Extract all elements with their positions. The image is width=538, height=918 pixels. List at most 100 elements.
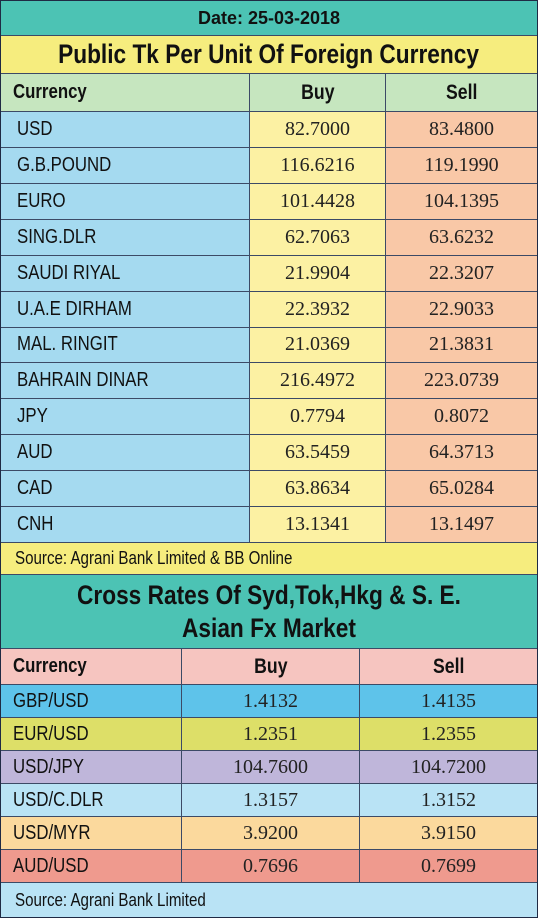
table2-row: GBP/USD 1.4132 1.4135 <box>1 685 537 718</box>
table1-col-sell-header: Sell <box>385 74 537 111</box>
table1-row: G.B.POUND 116.6216 119.1990 <box>1 147 537 184</box>
table2-title-bar: Cross Rates Of Syd,Tok,Hkg & S. E. Asian… <box>1 575 537 649</box>
buy-value: 63.8634 <box>285 477 350 500</box>
table1-row: EURO 101.4428 104.1395 <box>1 183 537 220</box>
currency-name: CNH <box>17 513 54 536</box>
currency-name: AUD <box>17 441 53 464</box>
table2-header-row: Currency Buy Sell <box>1 649 537 685</box>
table1-cell-currency: U.A.E DIRHAM <box>1 291 249 327</box>
table1-header-row: Currency Buy Sell <box>1 74 537 112</box>
table1-cell-currency: CAD <box>1 471 249 507</box>
table1-source-wrap: Source: Agrani Bank Limited & BB Online <box>1 543 537 574</box>
sell-value: 22.3207 <box>429 261 494 284</box>
sell-value: 22.9033 <box>429 297 494 320</box>
table2-source: Source: Agrani Bank Limited <box>15 889 206 910</box>
buy-value: 101.4428 <box>280 189 355 212</box>
buy-value: 216.4972 <box>280 369 355 392</box>
buy-value: 22.3932 <box>285 297 350 320</box>
table2-col-buy-header: Buy <box>181 649 359 684</box>
table1-row: SAUDI RIYAL 21.9904 22.3207 <box>1 255 537 292</box>
table1-cell-currency: JPY <box>1 399 249 435</box>
table1-cell-buy: 21.0369 <box>249 327 385 363</box>
table2-col-currency-label: Currency <box>13 655 87 677</box>
table1-cell-currency: USD <box>1 112 249 147</box>
sell-value: 13.1497 <box>429 513 494 536</box>
sell-value: 1.3152 <box>421 788 476 811</box>
table2-col-sell-label: Sell <box>432 654 465 678</box>
table1-row: USD 82.7000 83.4800 <box>1 112 537 148</box>
table1-col-buy-label: Buy <box>300 80 335 104</box>
currency-name: SING.DLR <box>17 225 97 248</box>
sell-value: 1.4135 <box>421 689 476 712</box>
table1-cell-sell: 0.8072 <box>385 399 537 435</box>
pair-name: USD/C.DLR <box>13 788 104 811</box>
table1-row: BAHRAIN DINAR 216.4972 223.0739 <box>1 363 537 400</box>
table2-cell-currency: EUR/USD <box>1 718 181 750</box>
table1-title-bar: Public Tk Per Unit Of Foreign Currency <box>1 36 537 74</box>
pair-name: USD/MYR <box>13 821 91 844</box>
table2-row: USD/C.DLR 1.3157 1.3152 <box>1 784 537 817</box>
table2-cell-currency: USD/C.DLR <box>1 784 181 816</box>
sell-value: 0.7699 <box>421 854 476 877</box>
table1-cell-buy: 116.6216 <box>249 147 385 183</box>
table2-source-row: Source: Agrani Bank Limited <box>1 883 537 917</box>
currency-name: G.B.POUND <box>17 153 112 176</box>
table2-cell-buy: 104.7600 <box>181 751 359 783</box>
table1-cell-buy: 82.7000 <box>249 112 385 147</box>
table1-cell-sell: 21.3831 <box>385 327 537 363</box>
sell-value: 64.3713 <box>429 441 494 464</box>
table1-cell-buy: 63.8634 <box>249 471 385 507</box>
buy-value: 62.7063 <box>285 225 350 248</box>
currency-name: USD <box>17 117 53 140</box>
table2-row: AUD/USD 0.7696 0.7699 <box>1 850 537 883</box>
table1-cell-sell: 223.0739 <box>385 363 537 399</box>
table1-cell-buy: 101.4428 <box>249 183 385 219</box>
sell-value: 65.0284 <box>429 477 494 500</box>
table1-cell-sell: 119.1990 <box>385 147 537 183</box>
buy-value: 104.7600 <box>233 755 308 778</box>
table1-row: AUD 63.5459 64.3713 <box>1 435 537 472</box>
sell-value: 223.0739 <box>424 369 499 392</box>
table2-cell-currency: AUD/USD <box>1 850 181 882</box>
table1-cell-sell: 22.3207 <box>385 255 537 291</box>
table2-source-wrap: Source: Agrani Bank Limited <box>1 883 537 917</box>
table1-col-currency-header: Currency <box>1 74 249 111</box>
currency-name: SAUDI RIYAL <box>17 261 121 284</box>
table2-row: USD/MYR 3.9200 3.9150 <box>1 817 537 850</box>
table1-col-buy-header: Buy <box>249 74 385 111</box>
table1-cell-buy: 22.3932 <box>249 291 385 327</box>
table1-cell-buy: 0.7794 <box>249 399 385 435</box>
sell-value: 63.6232 <box>429 225 494 248</box>
buy-value: 1.3157 <box>243 788 298 811</box>
table1-cell-sell: 65.0284 <box>385 471 537 507</box>
date-bar: Date: 25-03-2018 <box>1 1 537 36</box>
table2-title-line2: Asian Fx Market <box>182 613 356 643</box>
table1-cell-currency: SING.DLR <box>1 219 249 255</box>
table2-cell-currency: USD/JPY <box>1 751 181 783</box>
table1-row: JPY 0.7794 0.8072 <box>1 399 537 436</box>
sell-value: 83.4800 <box>429 117 494 140</box>
table1-cell-sell: 22.9033 <box>385 291 537 327</box>
table1-cell-sell: 63.6232 <box>385 219 537 255</box>
table1-cell-buy: 216.4972 <box>249 363 385 399</box>
table2-cell-buy: 3.9200 <box>181 817 359 849</box>
table2-cell-currency: GBP/USD <box>1 685 181 717</box>
table2-cell-sell: 104.7200 <box>359 751 537 783</box>
table2-cell-sell: 1.3152 <box>359 784 537 816</box>
table2-cell-sell: 1.4135 <box>359 685 537 717</box>
table2-title-line1: Cross Rates Of Syd,Tok,Hkg & S. E. <box>77 580 461 610</box>
buy-value: 82.7000 <box>285 117 350 140</box>
buy-value: 1.2351 <box>243 722 298 745</box>
sell-value: 119.1990 <box>424 153 499 176</box>
buy-value: 0.7696 <box>243 854 298 877</box>
table1-cell-currency: CNH <box>1 507 249 543</box>
pair-name: GBP/USD <box>13 689 89 712</box>
table2-row: EUR/USD 1.2351 1.2355 <box>1 718 537 751</box>
table2-title: Cross Rates Of Syd,Tok,Hkg & S. E. Asian… <box>1 579 537 645</box>
table2-cell-sell: 0.7699 <box>359 850 537 882</box>
buy-value: 21.9904 <box>285 261 350 284</box>
table2-cell-buy: 1.2351 <box>181 718 359 750</box>
table2-col-buy-label: Buy <box>253 654 288 678</box>
buy-value: 116.6216 <box>280 153 355 176</box>
pair-name: USD/JPY <box>13 755 84 778</box>
